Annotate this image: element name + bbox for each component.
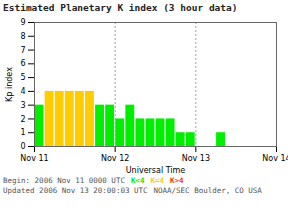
svg-text:Nov 13: Nov 13 [182,154,210,163]
html-text:K>4: K>4 [170,176,184,185]
svg-text:5: 5 [20,73,25,82]
svg-text:1: 1 [20,128,25,137]
svg-text:0: 0 [20,142,25,151]
html-text:K=4: K=4 [150,176,164,185]
html-text:K<4: K<4 [130,176,145,185]
svg-text:9: 9 [20,18,25,27]
svg-text:6: 6 [20,59,25,68]
svg-text:8: 8 [20,32,25,41]
svg-text:Nov 12: Nov 12 [101,154,129,163]
html-text:Begin: 2006 Nov 11 0000 UTC: Begin: 2006 Nov 11 0000 UTC [3,176,125,185]
svg-text:4: 4 [20,87,25,96]
svg-text:Universal Time: Universal Time [126,166,186,175]
svg-text:Kp index: Kp index [5,67,14,102]
html-text:Estimated Planetary K index (3: Estimated Planetary K index (3 hour data… [3,2,238,13]
svg-text:3: 3 [20,101,25,110]
html-text:NOAA/SEC Boulder, CO USA: NOAA/SEC Boulder, CO USA [153,186,262,195]
svg-text:Nov 14: Nov 14 [262,154,288,163]
svg-text:Nov 11: Nov 11 [20,154,48,163]
html-text:Updated 2006 Nov 13 20:00:03 U: Updated 2006 Nov 13 20:00:03 UTC [3,186,148,195]
svg-text:2: 2 [20,115,25,124]
svg-text:7: 7 [20,46,25,55]
